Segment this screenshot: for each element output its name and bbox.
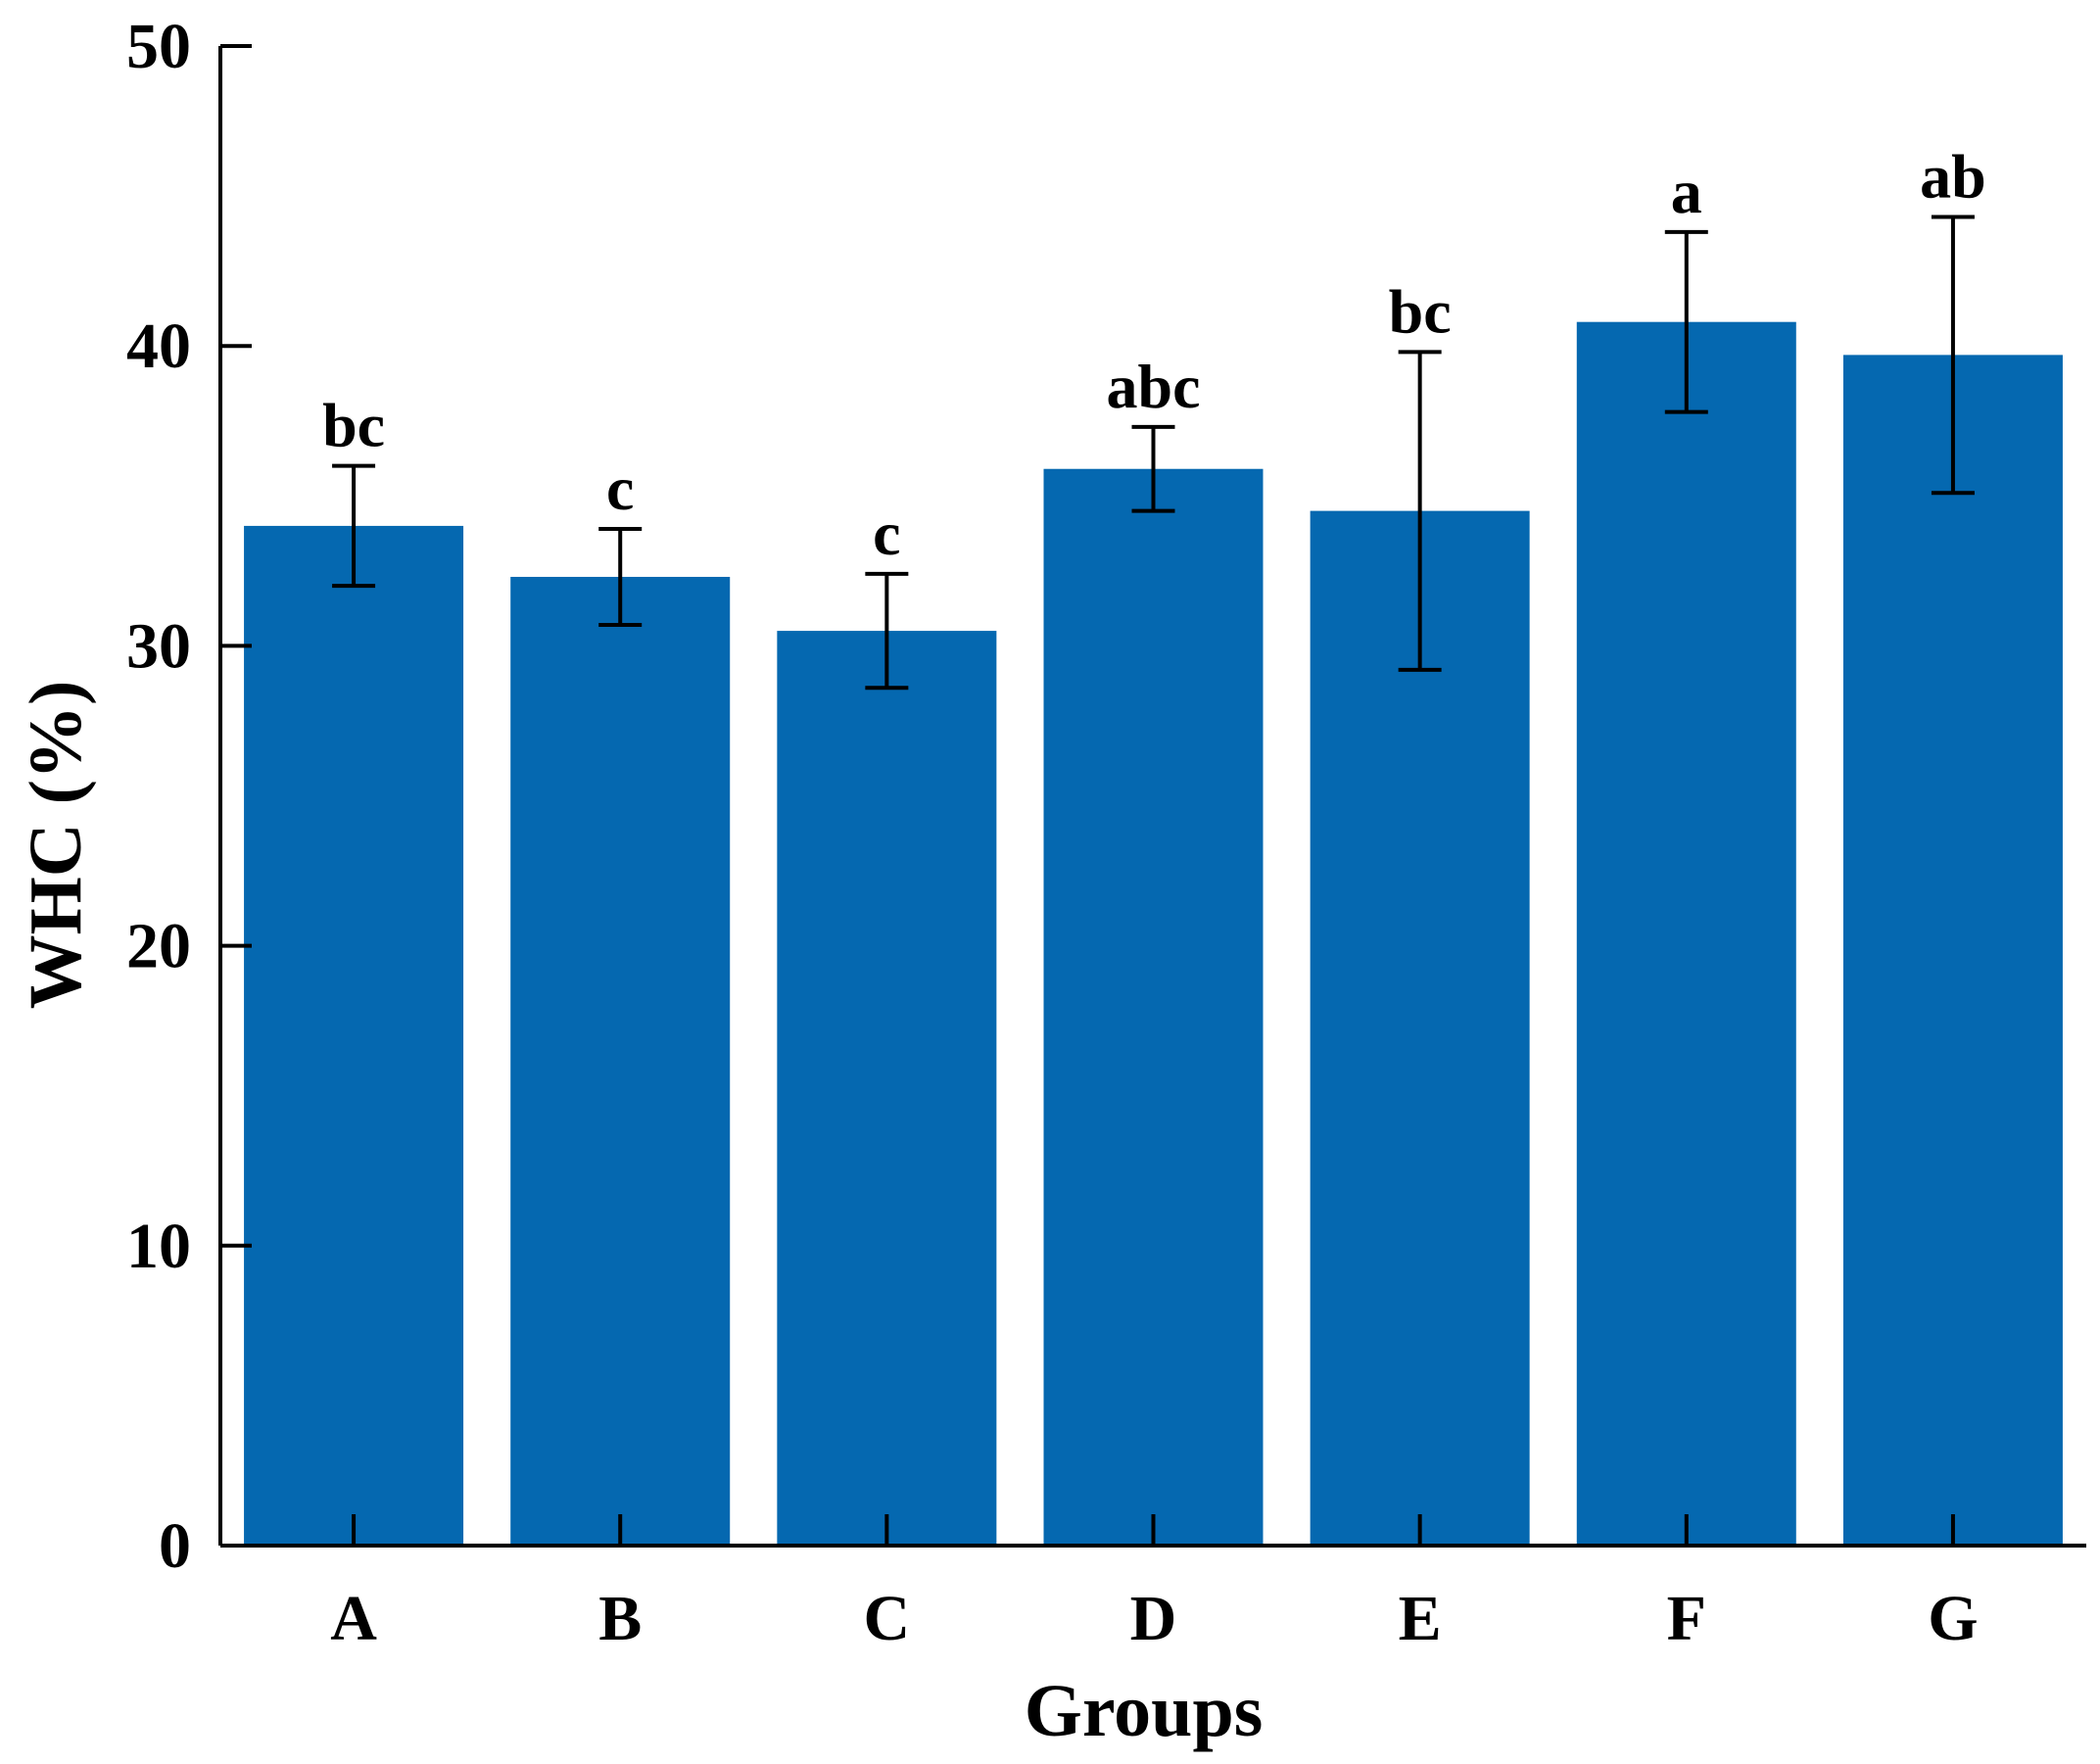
bar (1310, 510, 1530, 1546)
x-axis-title: Groups (1025, 1670, 1264, 1752)
x-tick-label: B (598, 1583, 642, 1654)
x-tick-label: G (1928, 1583, 1978, 1654)
x-ticks-layer: A B C D E F G (330, 1514, 1979, 1654)
significance-label: bc (1389, 276, 1452, 346)
significance-label: c (606, 453, 634, 523)
error-bars-layer (332, 215, 1975, 691)
y-tick-label: 30 (126, 610, 191, 682)
significance-label: abc (1107, 352, 1201, 421)
y-tick-label: 40 (126, 310, 191, 382)
y-axis-title: WHC (%) (15, 681, 97, 1010)
bar (244, 525, 464, 1547)
bars-layer (244, 321, 2063, 1547)
significance-label: c (873, 499, 900, 568)
bar (777, 631, 997, 1546)
y-tick-label: 10 (126, 1211, 191, 1282)
bar (1576, 321, 1796, 1547)
y-tick-label: 50 (126, 11, 191, 82)
x-tick-label: A (330, 1583, 377, 1654)
significance-labels-layer: bc c c abc bc a ab (322, 142, 1986, 568)
x-tick-label: E (1399, 1583, 1442, 1654)
bar (510, 576, 731, 1546)
significance-label: a (1671, 157, 1702, 226)
x-tick-label: D (1130, 1583, 1177, 1654)
y-tick-label: 0 (159, 1510, 191, 1582)
significance-label: ab (1920, 142, 1986, 212)
x-tick-label: C (864, 1583, 911, 1654)
y-tick-label: 20 (126, 911, 191, 982)
bar (1043, 468, 1264, 1547)
y-ticks-layer: 0 10 20 30 40 50 (126, 11, 252, 1582)
x-tick-label: F (1667, 1583, 1706, 1654)
significance-label: bc (322, 391, 385, 460)
bar (1842, 355, 2063, 1546)
